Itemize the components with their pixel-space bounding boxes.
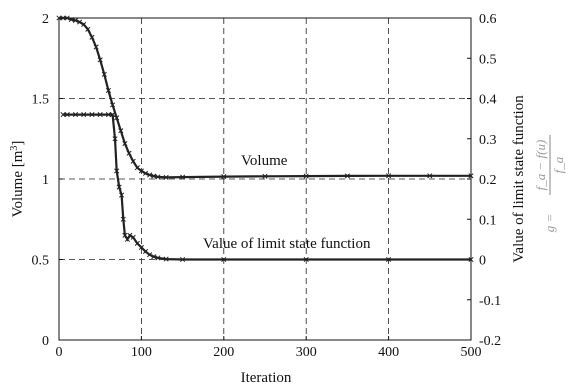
- data-point-marker: [130, 158, 136, 164]
- data-point-marker: [386, 173, 392, 179]
- data-point-marker: [134, 240, 140, 246]
- data-point-marker: [221, 174, 227, 180]
- data-point-marker: [72, 112, 79, 118]
- data-point-marker: [89, 112, 95, 118]
- left-axis-title: Volume [m3]: [9, 141, 26, 218]
- data-point-marker: [163, 256, 169, 262]
- left-tick-label: 1: [42, 173, 49, 188]
- data-point-marker: [134, 165, 140, 171]
- x-tick-label: 500: [461, 345, 482, 360]
- data-point-marker: [60, 15, 66, 21]
- data-point-marker: [142, 248, 149, 255]
- right-tick-label: -0.1: [479, 294, 501, 309]
- data-point-marker: [124, 236, 130, 242]
- data-point-marker: [138, 244, 144, 250]
- data-point-marker: [101, 71, 107, 77]
- formula-denominator: f_a: [551, 156, 566, 173]
- data-point-marker: [118, 128, 124, 134]
- data-point-marker: [155, 255, 161, 261]
- data-point-marker: [163, 174, 169, 180]
- data-point-marker: [60, 112, 66, 118]
- right-axis-title: Value of limit state function: [511, 95, 527, 263]
- data-point-marker: [116, 184, 122, 190]
- formula-numerator: f_a − f(u): [533, 140, 548, 191]
- data-point-marker: [110, 112, 116, 118]
- data-point-marker: [119, 192, 125, 198]
- left-axis-ticks: 0 0.5 1 1.5 2: [32, 12, 63, 349]
- data-point-marker: [147, 172, 153, 178]
- data-point-marker: [130, 234, 136, 240]
- data-point-marker: [81, 112, 87, 118]
- data-point-marker: [151, 254, 157, 260]
- data-point-marker: [468, 256, 474, 263]
- data-point-marker: [77, 19, 83, 25]
- right-tick-label: 0.2: [479, 173, 497, 188]
- data-point-marker: [122, 141, 128, 147]
- x-tick-label: 400: [378, 345, 399, 360]
- left-tick-label: 0: [42, 334, 49, 349]
- x-axis-title: Iteration: [241, 370, 292, 385]
- data-point-marker: [151, 173, 157, 179]
- annotation-limit-state: Value of limit state function: [203, 236, 371, 252]
- data-point-marker: [93, 44, 99, 50]
- data-point-marker: [64, 112, 70, 118]
- data-point-marker: [303, 256, 309, 263]
- data-point-marker: [386, 256, 392, 263]
- right-tick-label: 0.5: [479, 52, 497, 67]
- grid-lines: [59, 18, 471, 340]
- data-point-marker: [89, 34, 95, 40]
- series-line-1: [59, 16, 471, 179]
- data-point-marker: [72, 17, 79, 23]
- data-point-marker: [180, 256, 186, 263]
- data-point-marker: [155, 174, 161, 180]
- x-tick-label: 100: [131, 345, 152, 360]
- x-tick-label: 300: [296, 345, 317, 360]
- data-point-marker: [180, 174, 186, 180]
- data-point-marker: [221, 256, 227, 263]
- right-axis-ticks: -0.2 -0.1 0 0.1 0.2 0.3 0.4 0.5 0.6: [467, 12, 501, 349]
- data-point-marker: [105, 112, 111, 118]
- data-point-marker: [81, 21, 87, 27]
- right-tick-label: 0.4: [479, 93, 497, 108]
- data-point-marker: [468, 173, 474, 179]
- data-point-marker: [126, 150, 132, 156]
- annotation-volume: Volume: [241, 153, 288, 169]
- data-point-marker: [64, 15, 70, 21]
- data-point-marker: [114, 168, 120, 174]
- data-point-marker: [138, 168, 144, 174]
- data-point-marker: [303, 173, 309, 179]
- data-point-marker: [97, 57, 103, 63]
- left-tick-label: 0.5: [32, 254, 50, 269]
- x-tick-label: 0: [56, 345, 63, 360]
- data-point-marker: [427, 173, 433, 179]
- data-point-marker: [127, 232, 133, 238]
- data-point-marker: [344, 173, 350, 179]
- right-tick-label: 0.3: [479, 133, 497, 148]
- x-tick-label: 200: [213, 345, 234, 360]
- data-point-marker: [97, 112, 103, 118]
- data-point-marker: [112, 136, 118, 142]
- data-point-marker: [120, 216, 126, 222]
- data-point-marker: [68, 17, 74, 23]
- data-point-marker: [85, 26, 91, 32]
- data-point-marker: [262, 173, 268, 179]
- data-point-marker: [114, 115, 120, 121]
- right-tick-label: -0.2: [479, 334, 501, 349]
- left-tick-label: 1.5: [32, 93, 50, 108]
- right-axis-formula: g = f_a − f(u) f_a: [533, 135, 566, 232]
- right-tick-label: 0.6: [479, 12, 497, 27]
- right-tick-label: 0.1: [479, 213, 497, 228]
- data-point-marker: [142, 170, 149, 176]
- right-tick-label: 0: [479, 254, 486, 269]
- data-point-marker: [147, 252, 153, 258]
- formula-lhs: g =: [542, 214, 557, 233]
- data-point-marker: [105, 87, 111, 94]
- data-point-marker: [122, 232, 128, 238]
- data-point-marker: [56, 15, 62, 21]
- x-axis-ticks: 0 100 200 300 400 500: [56, 336, 482, 360]
- left-tick-label: 2: [42, 12, 49, 27]
- data-point-marker: [110, 102, 116, 108]
- data-series: [56, 15, 474, 263]
